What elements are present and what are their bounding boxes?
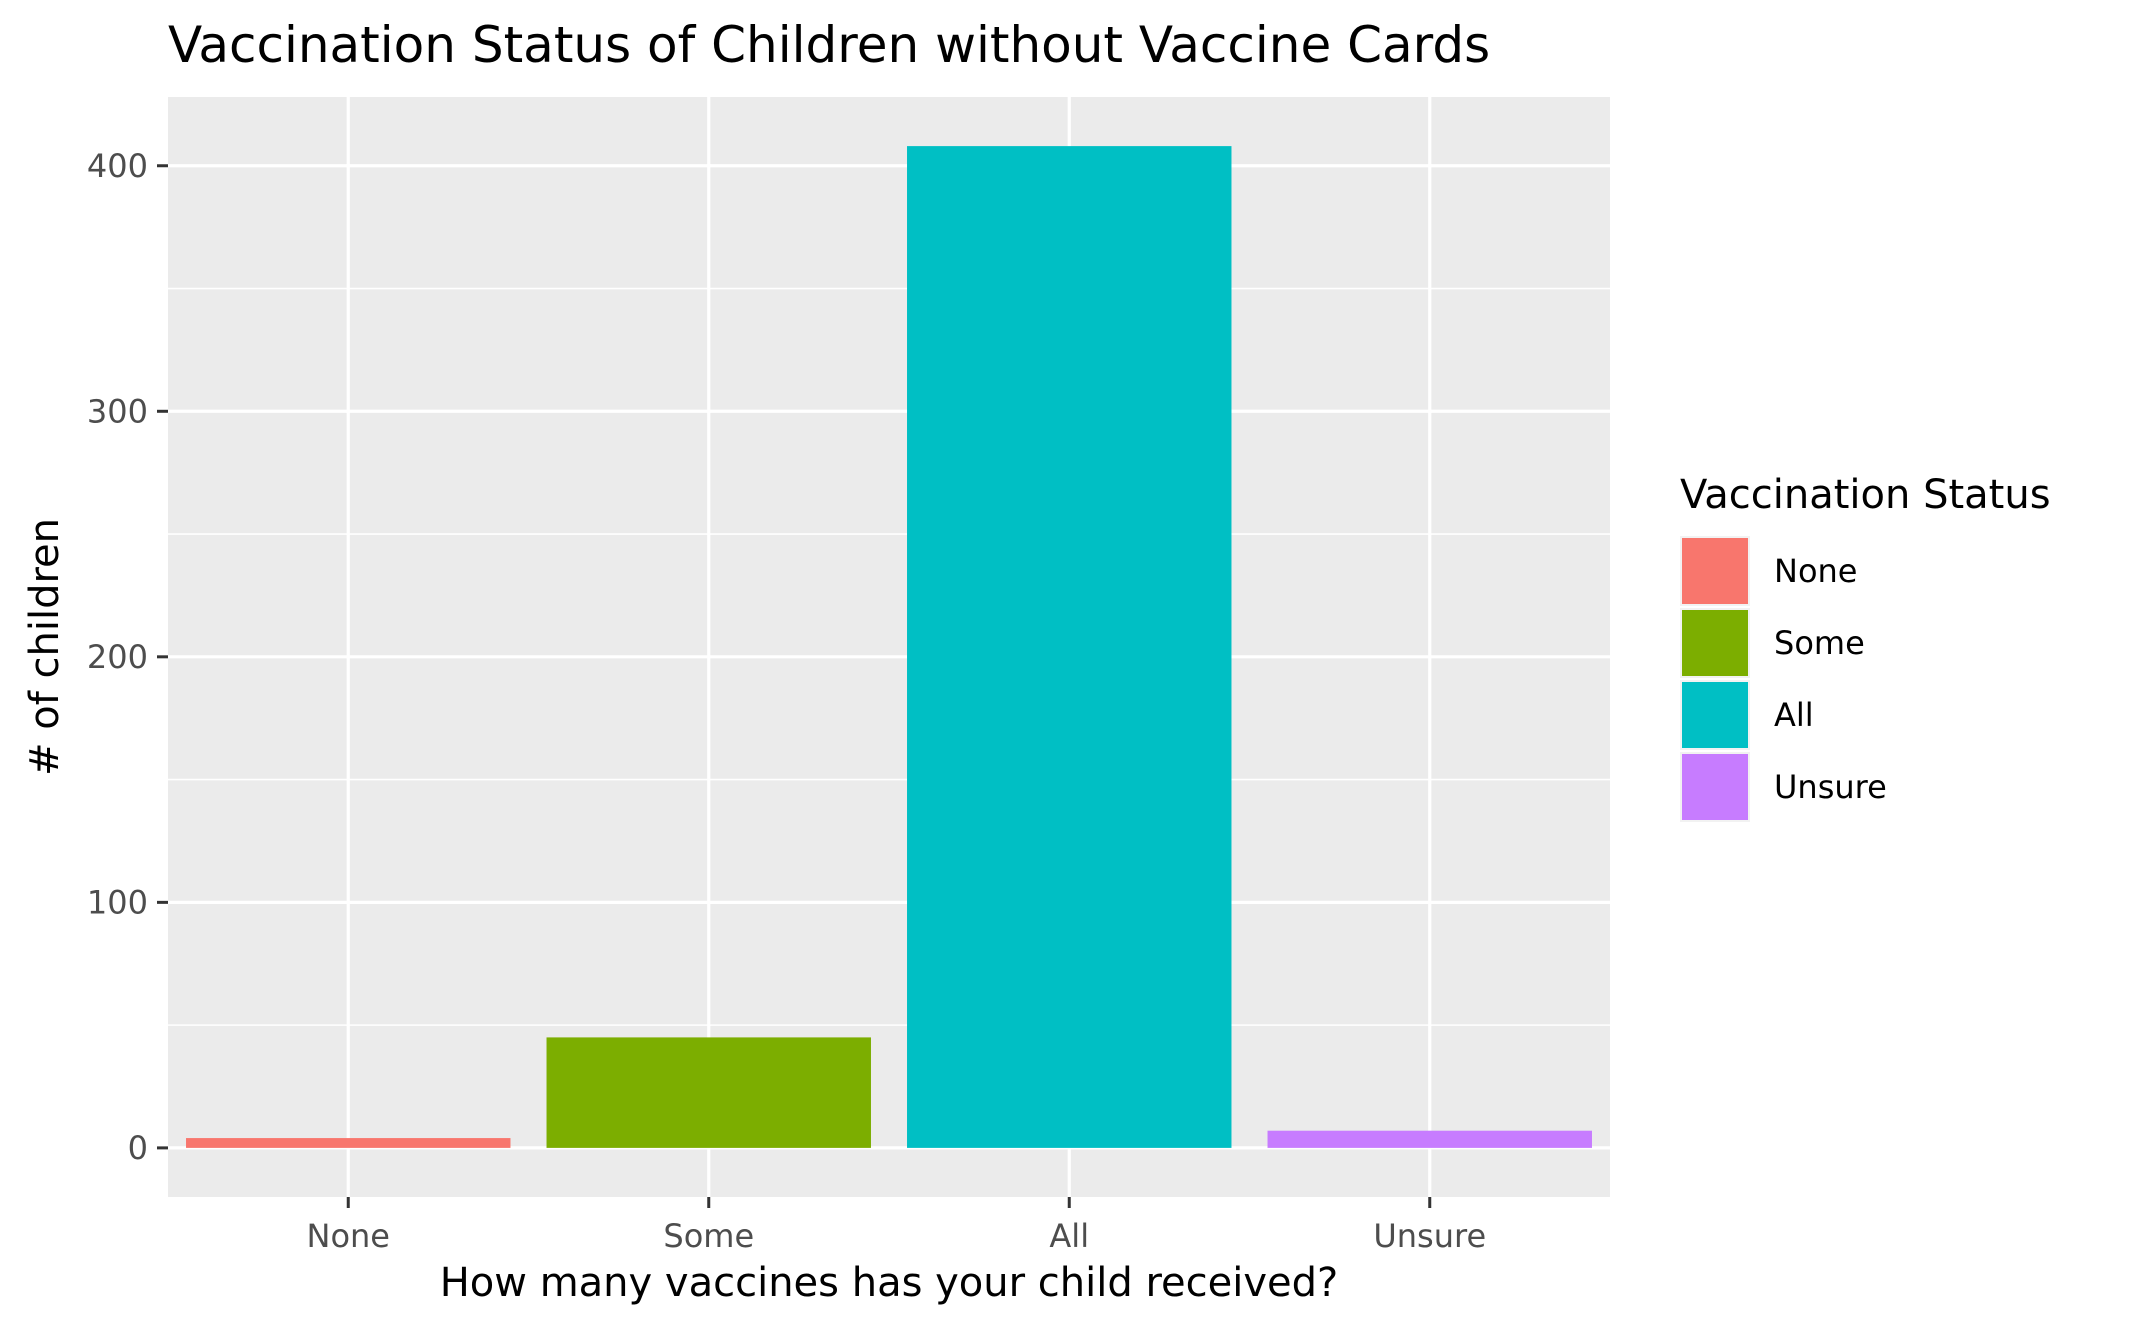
y-tick-label: 300 bbox=[87, 392, 148, 430]
legend-label: All bbox=[1774, 696, 1814, 734]
legend: Vaccination Status None Some All Unsure bbox=[1680, 472, 2051, 822]
x-tick-label: None bbox=[307, 1217, 390, 1255]
grid-minor-lines bbox=[168, 287, 1610, 1026]
legend-title: Vaccination Status bbox=[1680, 472, 2051, 518]
x-tick-label: All bbox=[1049, 1217, 1089, 1255]
legend-swatch-unsure bbox=[1682, 754, 1748, 820]
plot-panel bbox=[168, 97, 1610, 1197]
legend-swatch-some bbox=[1682, 610, 1748, 676]
bar-some bbox=[546, 1037, 871, 1148]
y-tick-label: 0 bbox=[128, 1129, 148, 1167]
legend-entries: None Some All Unsure bbox=[1680, 536, 1887, 822]
y-tick-label: 200 bbox=[87, 638, 148, 676]
legend-swatch-none bbox=[1682, 538, 1748, 604]
legend-label: Some bbox=[1774, 624, 1865, 662]
y-tick-label: 400 bbox=[87, 147, 148, 185]
y-tick-label: 100 bbox=[87, 883, 148, 921]
bar-all bbox=[907, 146, 1232, 1148]
legend-label: Unsure bbox=[1774, 768, 1887, 806]
x-axis-title: How many vaccines has your child receive… bbox=[440, 1260, 1339, 1306]
bar-none bbox=[186, 1138, 511, 1148]
x-tick-label: Some bbox=[663, 1217, 754, 1255]
legend-swatch-all bbox=[1682, 682, 1748, 748]
x-axis: None Some All Unsure bbox=[307, 1197, 1486, 1255]
y-axis: 0 100 200 300 400 bbox=[87, 147, 168, 1167]
x-tick-label: Unsure bbox=[1373, 1217, 1486, 1255]
bar-unsure bbox=[1267, 1130, 1592, 1148]
legend-label: None bbox=[1774, 552, 1857, 590]
y-axis-title: # of children bbox=[22, 518, 68, 776]
chart-title: Vaccination Status of Children without V… bbox=[168, 16, 1490, 74]
bars bbox=[186, 146, 1592, 1148]
